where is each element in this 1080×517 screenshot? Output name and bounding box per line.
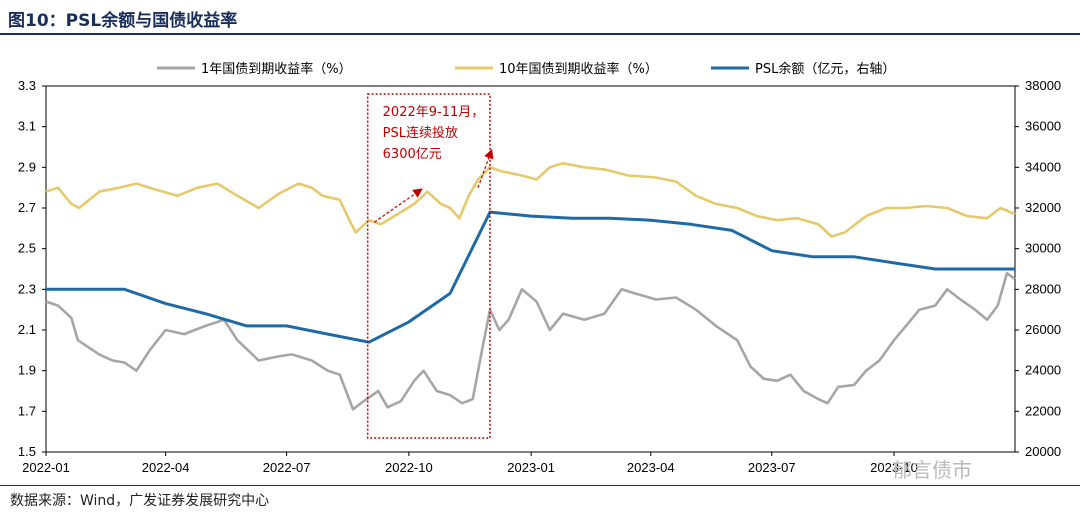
x-axis-tick-label: 2023-01: [507, 460, 555, 475]
x-axis-tick-label: 2023-07: [748, 460, 796, 475]
annotation-text: PSL连续投放: [383, 125, 458, 141]
left-axis-tick-label: 1.7: [18, 403, 36, 418]
x-axis-tick-label: 2023-10: [870, 460, 918, 475]
legend-label-2: 10年国债到期收益率（%）: [499, 61, 658, 77]
plot-frame: [45, 85, 1016, 453]
watermark-text: 郁言债市: [892, 458, 972, 482]
series-layer: [45, 162, 1016, 411]
right-axis-tick-label: 38000: [1025, 78, 1061, 93]
right-axis-tick-label: 28000: [1025, 281, 1061, 296]
series-line-2: [45, 162, 1016, 238]
legend-label-3: PSL余额（亿元，右轴）: [755, 61, 895, 77]
right-axis-tick-label: 30000: [1025, 241, 1061, 256]
right-axis-tick-label: 34000: [1025, 159, 1061, 174]
annotation-arrow-2: [477, 148, 494, 188]
annotation-layer: 2022年9-11月， PSL连续投放 6300亿元: [366, 93, 494, 439]
title-rule: [0, 33, 1080, 35]
left-axis-tick-label: 2.3: [18, 281, 36, 296]
right-axis-tick-label: 22000: [1025, 403, 1061, 418]
left-axis-tick-label: 2.9: [18, 159, 36, 174]
figure-title: 图10：PSL余额与国债收益率: [8, 11, 238, 31]
right-axis-tick-label: 36000: [1025, 119, 1061, 134]
left-axis-tick-label: 1.5: [18, 444, 36, 459]
right-axis-tick-label: 32000: [1025, 200, 1061, 215]
right-axis-tick-label: 26000: [1025, 322, 1061, 337]
right-axis-tick-label: 20000: [1025, 444, 1061, 459]
x-axis-tick-label: 2022-04: [142, 460, 190, 475]
source-note: 数据来源：Wind，广发证券发展研究中心: [10, 493, 270, 509]
left-axis-tick-label: 3.1: [18, 119, 36, 134]
axes: 1.5 1.7 1.9 2.1 2.3 2.5 2.7 2.9 3.1 3.3 20000 22000…: [18, 78, 1061, 475]
annotation-arrow-1: [373, 188, 423, 223]
left-axis-tick-label: 2.7: [18, 200, 36, 215]
right-axis-tick-label: 24000: [1025, 363, 1061, 378]
annotation-text: 2022年9-11月，: [383, 105, 485, 120]
highlight-box: [366, 93, 491, 439]
series-line-1: [45, 271, 1016, 411]
x-axis-tick-label: 2023-04: [627, 460, 675, 475]
left-axis-tick-label: 2.5: [18, 241, 36, 256]
left-axis-tick-label: 1.9: [18, 363, 36, 378]
x-axis-tick-label: 2022-10: [385, 460, 433, 475]
annotation-text: 6300亿元: [383, 147, 442, 162]
left-axis-tick-label: 2.1: [18, 322, 36, 337]
x-axis-tick-label: 2022-01: [22, 460, 70, 475]
source-rule: [0, 485, 1080, 486]
x-axis-tick-label: 2022-07: [263, 460, 311, 475]
legend: 1年国债到期收益率（%） 10年国债到期收益率（%） PSL余额（亿元，右轴）: [157, 61, 895, 77]
legend-label-1: 1年国债到期收益率（%）: [201, 61, 352, 77]
left-axis-tick-label: 3.3: [18, 78, 36, 93]
chart-area: 1.5 1.7 1.9 2.1 2.3 2.5 2.7 2.9 3.1 3.3 20000 22000…: [18, 61, 1061, 475]
series-line-3: [46, 210, 1015, 344]
